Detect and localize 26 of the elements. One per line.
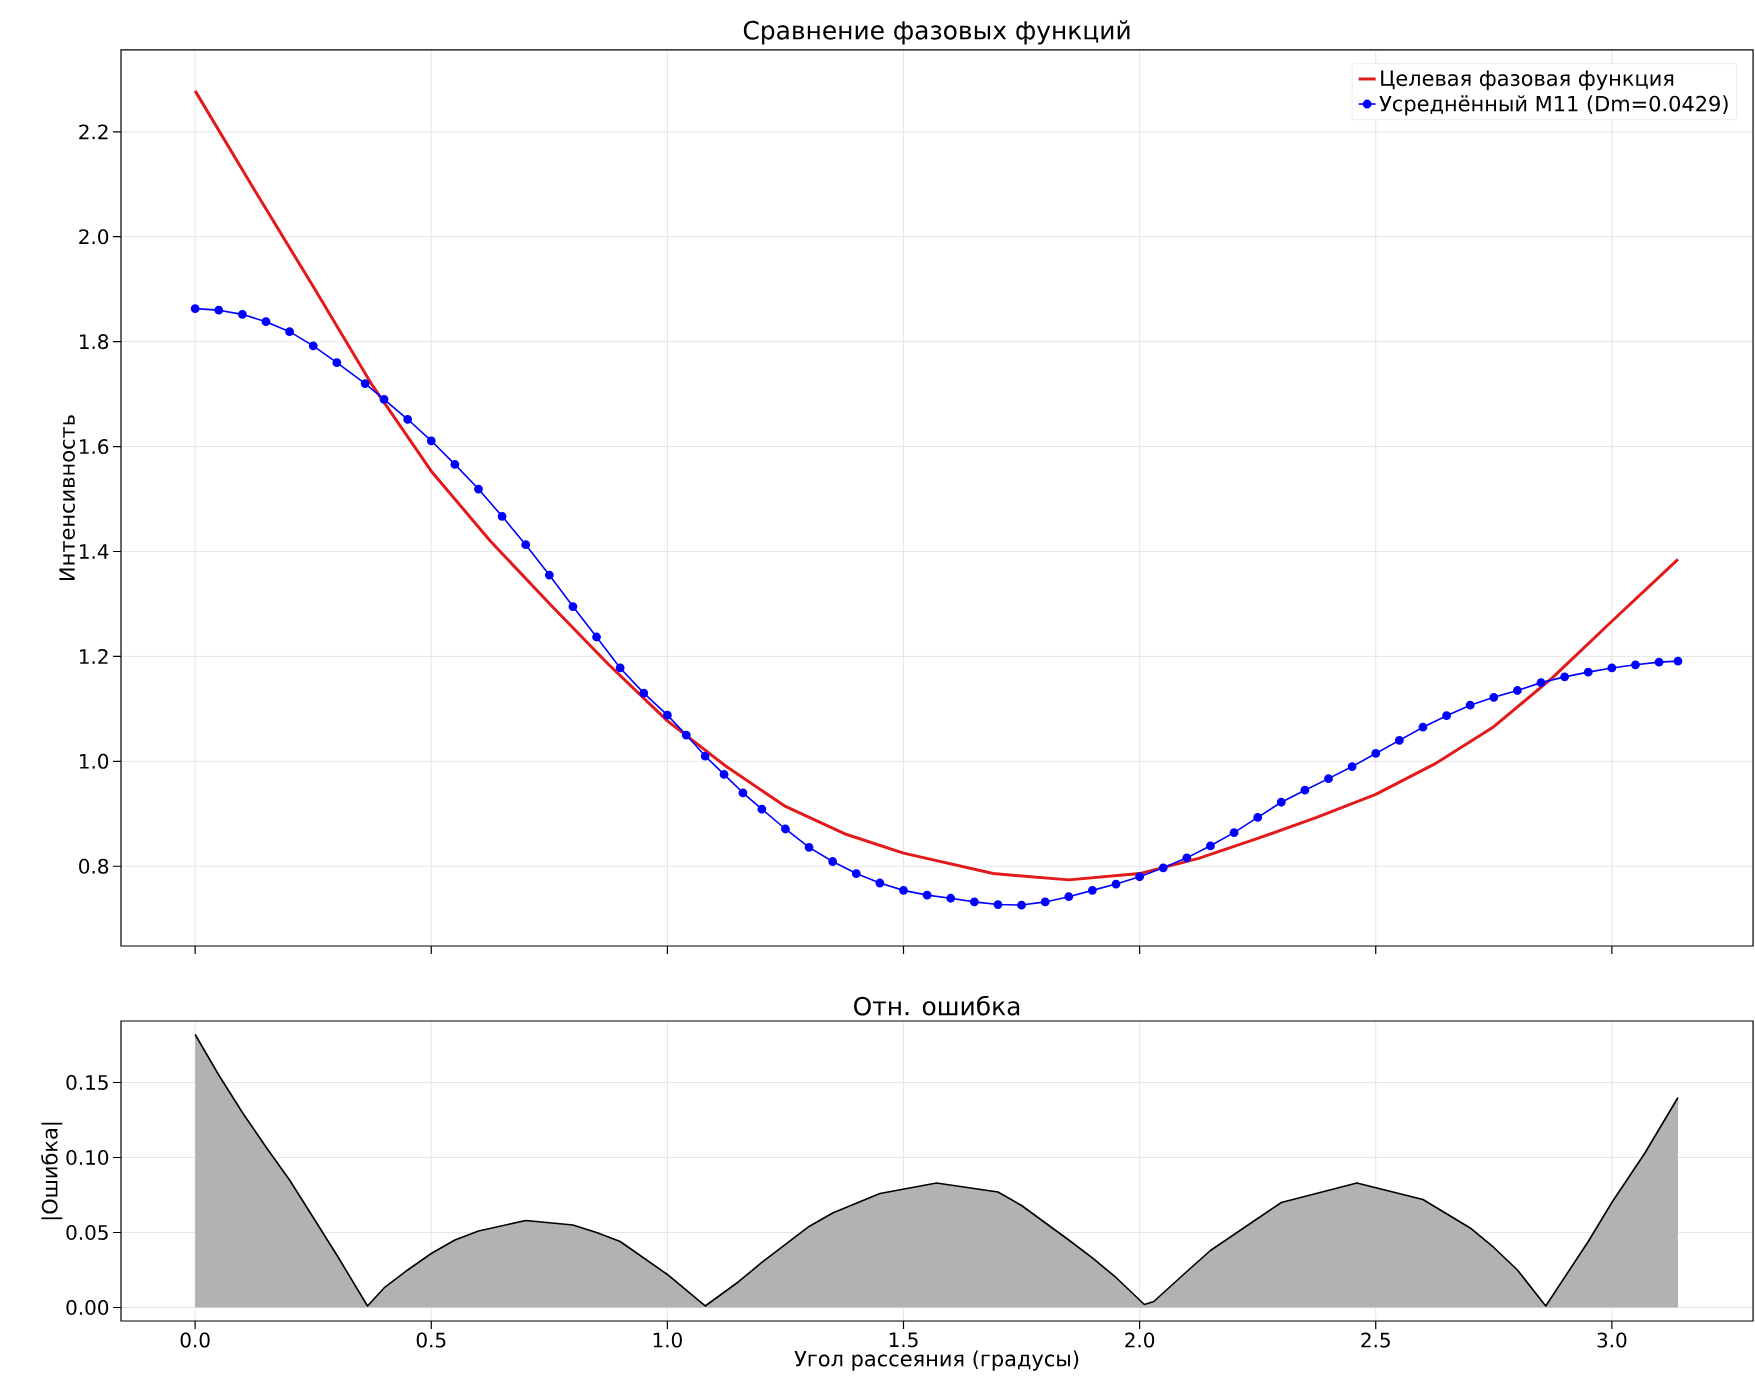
y-tick-label: 0.8	[79, 858, 109, 874]
y-tick-label: 1.4	[79, 544, 109, 559]
y-tick-label: 0.00	[66, 1299, 109, 1316]
y-axis-title: Интенсивность	[59, 415, 75, 580]
x-tick-label: 0.0	[180, 1332, 210, 1348]
y-tick-label: 1.8	[79, 334, 109, 350]
x-tick-label: 2.0	[1125, 1332, 1155, 1348]
legend-label: Усреднённый M11 (Dm=0.0429)	[1379, 95, 1728, 116]
y-tick-label: 0.15	[66, 1074, 108, 1091]
y-tick-label: 1.2	[79, 649, 108, 664]
y-tick-label: 1.6	[79, 439, 109, 455]
x-tick-label: 1.0	[653, 1332, 682, 1348]
y-tick-label: 1.0	[79, 753, 109, 769]
x-tick-label: 1.5	[889, 1332, 918, 1348]
chart-title: Отн. ошибка	[854, 995, 1020, 1016]
x-tick-label: 3.0	[1597, 1332, 1627, 1348]
y-tick-label: 2.2	[79, 124, 108, 140]
x-tick-label: 2.5	[1361, 1332, 1390, 1348]
y-tick-label: 0.05	[66, 1224, 108, 1241]
legend-label: Целевая фазовая функция	[1381, 70, 1674, 91]
x-axis-title: Угол рассеяния (градусы)	[794, 1350, 1079, 1371]
x-tick-label: 0.5	[416, 1332, 446, 1348]
y-axis-title: |Ошибка|	[41, 1122, 63, 1220]
y-tick-label: 2.0	[79, 229, 109, 245]
y-tick-label: 0.10	[66, 1149, 109, 1166]
chart-title: Сравнение фазовых функций	[743, 20, 1130, 45]
